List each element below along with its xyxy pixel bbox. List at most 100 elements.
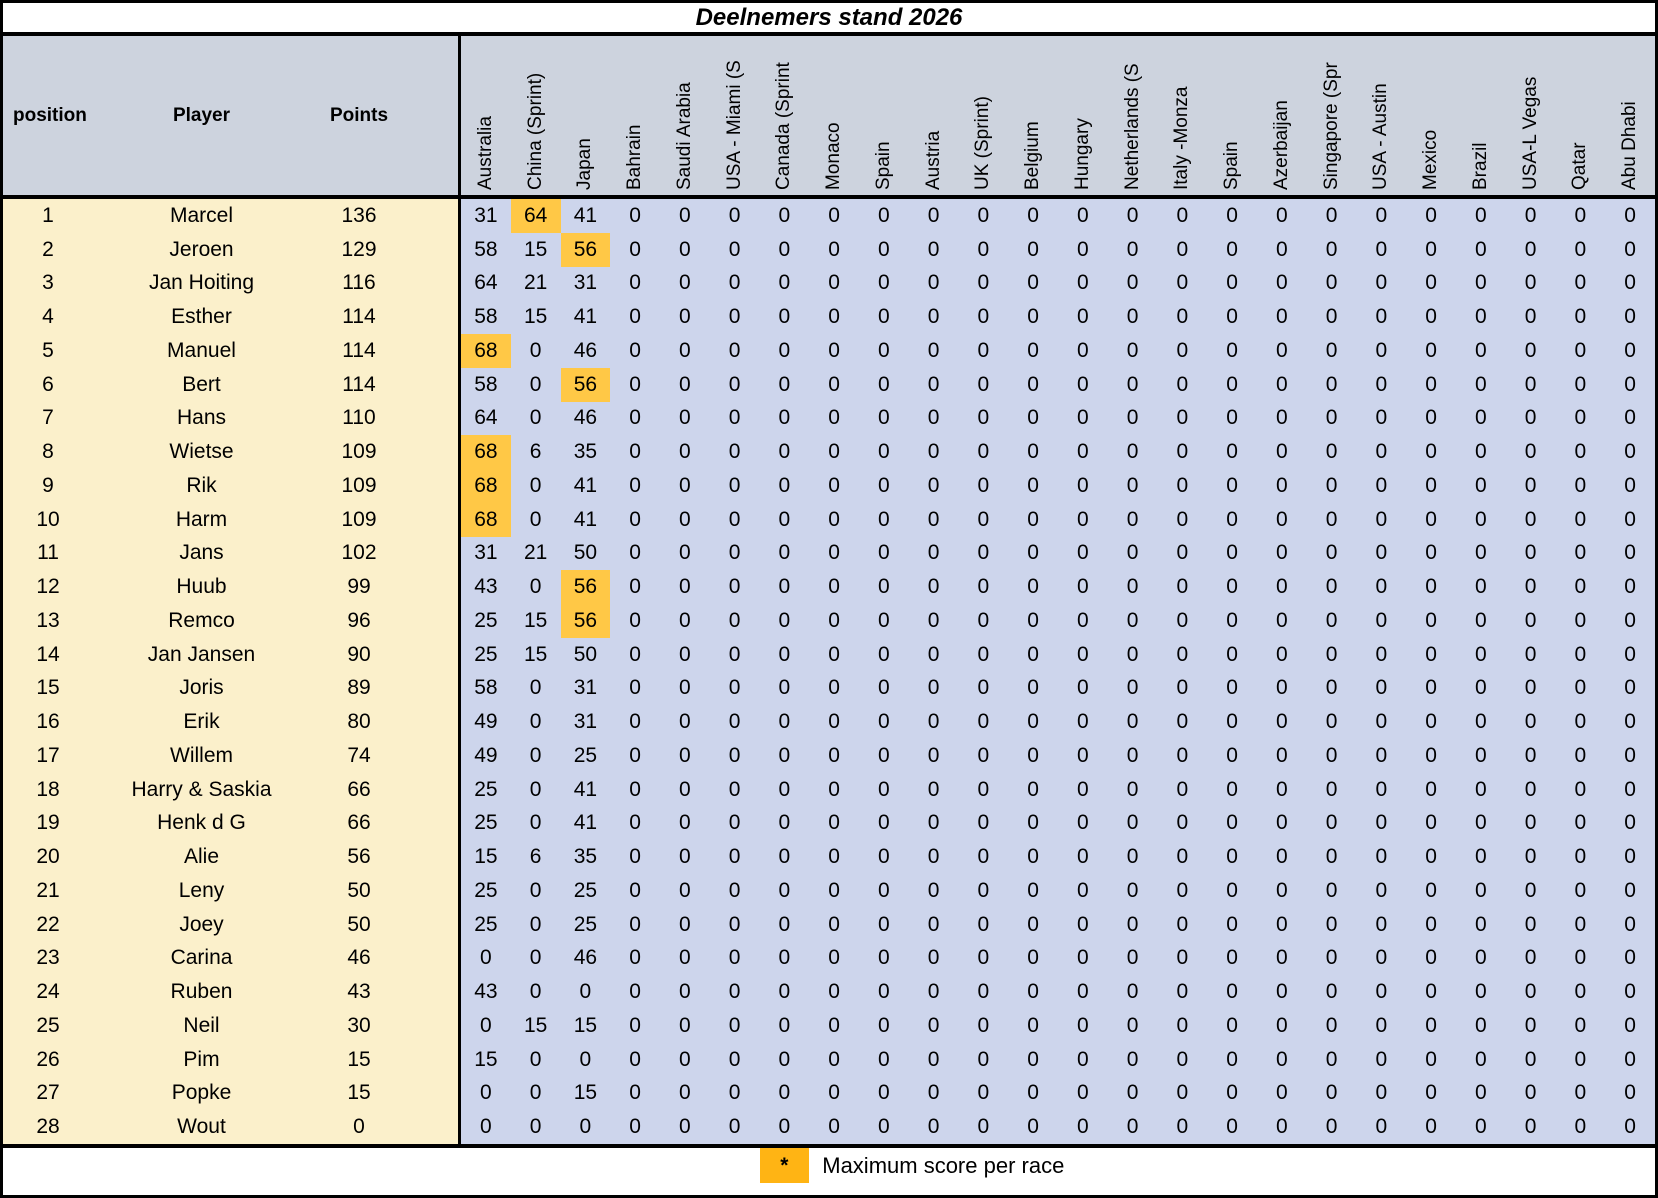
cell-score[interactable]: 0 (759, 367, 810, 402)
cell-score[interactable]: 0 (1356, 1042, 1407, 1077)
cell-score[interactable]: 0 (1555, 874, 1606, 908)
cell-score[interactable]: 0 (1257, 1042, 1307, 1077)
cell-score[interactable]: 0 (759, 266, 810, 301)
cell-score[interactable]: 0 (1605, 705, 1655, 739)
cell-score[interactable]: 0 (1306, 604, 1357, 638)
cell-score[interactable]: 31 (560, 266, 611, 301)
cell-score[interactable]: 0 (560, 975, 611, 1009)
cell-score[interactable]: 0 (1456, 199, 1506, 233)
cell-score[interactable]: 0 (1157, 334, 1208, 368)
cell-score[interactable]: 0 (809, 232, 859, 267)
cell-score[interactable]: 0 (859, 604, 909, 638)
cell-score[interactable]: 0 (1605, 840, 1655, 874)
cell-points[interactable]: 74 (310, 739, 408, 773)
cell-player[interactable]: Huub (93, 570, 310, 604)
cell-score[interactable]: 0 (660, 739, 710, 773)
cell-score[interactable]: 0 (1505, 806, 1556, 841)
cell-score[interactable]: 0 (1356, 739, 1407, 773)
cell-score[interactable]: 0 (1555, 435, 1606, 469)
col-header-player[interactable]: Player (172, 104, 231, 126)
cell-score[interactable]: 0 (560, 1110, 611, 1144)
cell-score[interactable]: 0 (1008, 1042, 1058, 1077)
cell-score[interactable]: 0 (1058, 435, 1108, 469)
cell-score[interactable]: 0 (1306, 435, 1357, 469)
cell-score[interactable]: 0 (1058, 975, 1108, 1009)
cell-score[interactable]: 0 (1356, 637, 1407, 672)
cell-score[interactable]: 0 (1356, 502, 1407, 537)
cell-player[interactable]: Jan Hoiting (93, 266, 310, 301)
cell-score[interactable]: 0 (1008, 739, 1058, 773)
cell-score[interactable]: 0 (709, 300, 760, 334)
cell-score[interactable]: 0 (759, 975, 810, 1009)
cell-score[interactable]: 0 (1356, 334, 1407, 368)
cell-score[interactable]: 0 (1406, 941, 1456, 976)
cell-player[interactable]: Popke (93, 1076, 310, 1111)
cell-score[interactable]: 0 (1306, 840, 1357, 874)
cell-player[interactable]: Wout (93, 1110, 310, 1144)
cell-points[interactable]: 109 (310, 435, 408, 469)
cell-score[interactable]: 0 (1008, 570, 1058, 604)
cell-score[interactable]: 0 (908, 840, 959, 874)
cell-points[interactable]: 109 (310, 469, 408, 503)
cell-score[interactable]: 25 (560, 739, 611, 773)
cell-player[interactable]: Wietse (93, 435, 310, 469)
cell-score[interactable]: 0 (958, 907, 1009, 942)
cell-score[interactable]: 0 (958, 874, 1009, 908)
cell-score[interactable]: 0 (1157, 1009, 1208, 1043)
cell-player[interactable]: Harm (93, 502, 310, 537)
cell-score[interactable]: 0 (1157, 232, 1208, 267)
cell-score[interactable]: 0 (709, 367, 760, 402)
col-header-race-14[interactable]: Netherlands (S (1108, 36, 1158, 195)
cell-score[interactable]: 0 (1257, 300, 1307, 334)
cell-score[interactable]: 0 (1107, 739, 1158, 773)
col-header-race-6[interactable]: USA - Miami (S (710, 36, 760, 195)
cell-score[interactable]: 15 (510, 604, 561, 638)
cell-score[interactable]: 31 (461, 199, 511, 233)
cell-score[interactable]: 0 (1107, 536, 1158, 571)
cell-score[interactable]: 0 (1107, 401, 1158, 436)
cell-player[interactable]: Pim (93, 1042, 310, 1077)
cell-score[interactable]: 0 (1605, 401, 1655, 436)
cell-score[interactable]: 0 (958, 536, 1009, 571)
cell-score[interactable]: 0 (660, 874, 710, 908)
cell-score[interactable]: 0 (1058, 1076, 1108, 1111)
cell-score[interactable]: 0 (1356, 1009, 1407, 1043)
cell-score[interactable]: 0 (1107, 705, 1158, 739)
cell-score[interactable]: 0 (1157, 739, 1208, 773)
cell-score[interactable]: 0 (1107, 300, 1158, 334)
cell-score[interactable]: 0 (1555, 739, 1606, 773)
cell-score[interactable]: 0 (1306, 1076, 1357, 1111)
cell-score[interactable]: 0 (709, 435, 760, 469)
cell-points[interactable]: 129 (310, 232, 408, 267)
cell-score[interactable]: 0 (1008, 232, 1058, 267)
cell-score[interactable]: 46 (560, 941, 611, 976)
cell-score[interactable]: 0 (709, 1110, 760, 1144)
cell-score[interactable]: 0 (1008, 1076, 1058, 1111)
cell-score[interactable]: 0 (1058, 907, 1108, 942)
cell-position[interactable]: 20 (3, 840, 93, 874)
cell-score[interactable]: 21 (510, 536, 561, 571)
cell-position[interactable]: 16 (3, 705, 93, 739)
cell-score[interactable]: 0 (1008, 367, 1058, 402)
cell-score[interactable]: 0 (1058, 671, 1108, 706)
cell-score[interactable]: 0 (610, 469, 660, 503)
cell-score[interactable]: 0 (1107, 570, 1158, 604)
cell-score[interactable]: 0 (1555, 907, 1606, 942)
cell-score[interactable]: 0 (759, 671, 810, 706)
cell-score[interactable]: 0 (1505, 570, 1556, 604)
cell-player[interactable]: Jan Jansen (93, 637, 310, 672)
cell-score[interactable]: 0 (1555, 536, 1606, 571)
cell-score[interactable]: 0 (1207, 941, 1257, 976)
cell-score[interactable]: 0 (809, 772, 859, 807)
cell-score[interactable]: 0 (610, 367, 660, 402)
cell-score[interactable]: 0 (1058, 739, 1108, 773)
cell-score[interactable]: 0 (1157, 806, 1208, 841)
cell-score[interactable]: 0 (1406, 469, 1456, 503)
cell-score[interactable]: 0 (1306, 975, 1357, 1009)
cell-score[interactable]: 0 (1257, 502, 1307, 537)
cell-score[interactable]: 0 (1257, 199, 1307, 233)
cell-score[interactable]: 0 (809, 502, 859, 537)
cell-score[interactable]: 0 (809, 874, 859, 908)
cell-score[interactable]: 0 (1406, 806, 1456, 841)
cell-score[interactable]: 0 (1306, 367, 1357, 402)
